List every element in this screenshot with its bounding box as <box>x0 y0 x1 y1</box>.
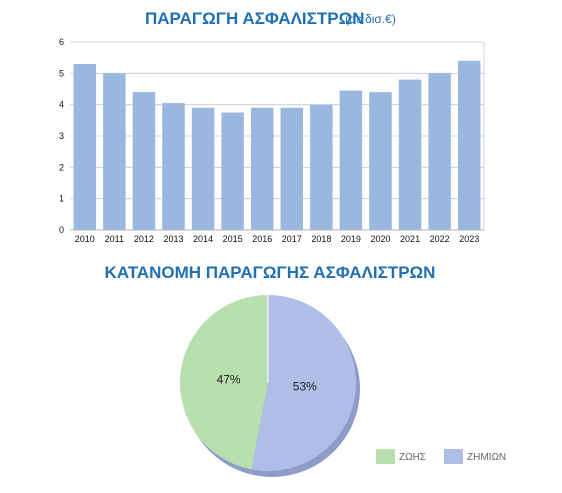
y-tick-label: 5 <box>59 68 64 78</box>
pie-chart-title: ΚΑΤΑΝΟΜΗ ΠΑΡΑΓΩΓΗΣ ΑΣΦΑΛΙΣΤΡΩΝ <box>105 263 436 282</box>
pie-slice <box>251 295 356 471</box>
y-tick-label: 4 <box>59 100 64 110</box>
legend-swatch <box>444 449 463 464</box>
pie-slice <box>179 295 268 470</box>
x-tick-label: 2010 <box>75 234 95 244</box>
bar <box>73 63 97 231</box>
bar <box>428 73 451 230</box>
x-tick-label: 2011 <box>105 234 124 244</box>
bar-chart-axes: 0 1 2 3 4 5 6 2010 2011 2012 2013 2014 2015 2016 2017 2… <box>59 37 485 244</box>
bar-chart-bars <box>73 60 481 231</box>
x-tick-label: 2012 <box>134 234 154 244</box>
bar <box>103 73 126 230</box>
bar <box>132 92 156 230</box>
y-tick-label: 0 <box>59 225 64 235</box>
bar <box>310 104 333 230</box>
y-tick-label: 6 <box>59 37 64 47</box>
bar-chart-title: ΠΑΡΑΓΩΓΗ ΑΣΦΑΛΙΣΤΡΩΝ <box>145 9 365 28</box>
x-tick-label: 2023 <box>459 234 479 244</box>
bar <box>280 107 304 230</box>
legend-swatch <box>376 449 395 464</box>
pie-slice-label: 47% <box>217 372 241 386</box>
pie-slice-label: 53% <box>293 380 317 394</box>
bar <box>191 107 215 230</box>
x-tick-label: 2015 <box>223 234 243 244</box>
bar-chart-subtitle: (σε δισ.€) <box>345 12 396 26</box>
bar <box>369 92 392 230</box>
bar <box>162 103 185 230</box>
bar-chart-grid <box>70 41 484 200</box>
legend-label: ΖΗΜΙΩΝ <box>467 452 506 463</box>
bar <box>339 90 363 230</box>
legend-label: ΖΩΗΣ <box>399 452 426 463</box>
x-tick-label: 2017 <box>282 234 302 244</box>
x-tick-label: 2022 <box>430 234 450 244</box>
x-tick-label: 2016 <box>252 234 272 244</box>
y-tick-label: 3 <box>59 131 64 141</box>
x-tick-label: 2018 <box>311 234 331 244</box>
y-tick-label: 2 <box>59 162 64 172</box>
x-tick-label: 2020 <box>370 234 390 244</box>
y-tick-label: 1 <box>59 194 64 204</box>
x-tick-label: 2013 <box>163 234 183 244</box>
bar <box>398 79 422 230</box>
x-tick-label: 2014 <box>193 234 213 244</box>
x-tick-label: 2019 <box>341 234 361 244</box>
pie-legend: ΖΩΗΣ ΖΗΜΙΩΝ <box>376 449 506 464</box>
bar <box>250 107 274 230</box>
bar <box>221 112 244 230</box>
bar <box>457 60 481 230</box>
pie-chart: 47% 53% <box>179 295 360 477</box>
x-tick-label: 2021 <box>400 234 420 244</box>
